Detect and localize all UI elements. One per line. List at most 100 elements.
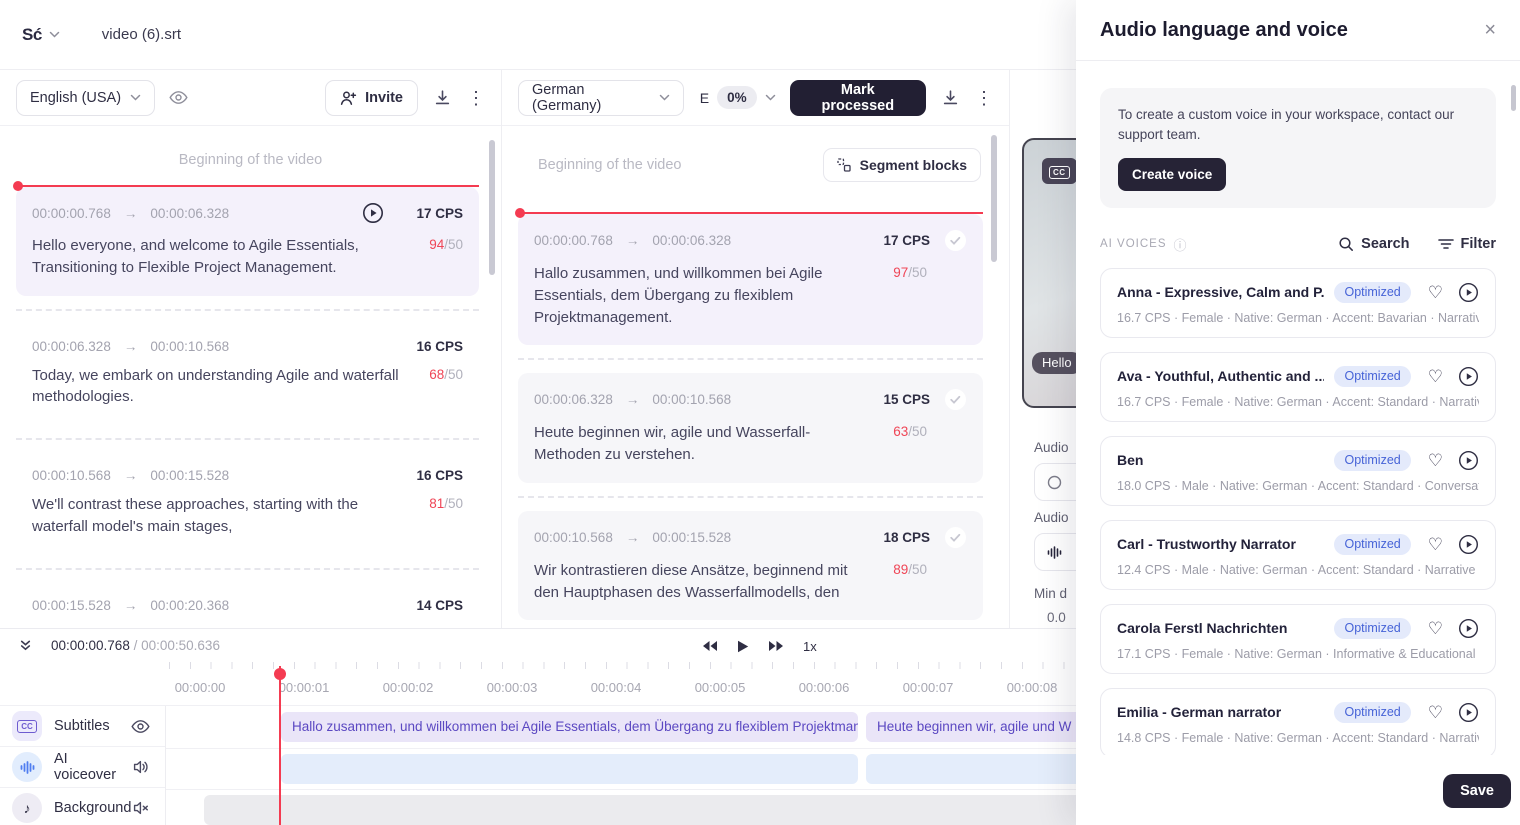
voice-name: Ben (1117, 452, 1144, 468)
play-preview-icon[interactable] (1458, 282, 1479, 303)
invite-label: Invite (365, 89, 403, 106)
voice-name: Carola Ferstl Nachrichten (1117, 620, 1288, 636)
play-segment-icon[interactable] (362, 202, 384, 224)
custom-voice-notice: To create a custom voice in your workspa… (1100, 88, 1496, 208)
segment-text[interactable]: Heute beginnen wir, agile und Wasserfall… (534, 424, 811, 463)
optimized-badge: Optimized (1334, 617, 1411, 639)
voice-card-carola[interactable]: Carola Ferstl Nachrichten Optimized ♡ 17… (1100, 603, 1496, 674)
app-logo: Sć (22, 24, 42, 44)
play-preview-icon[interactable] (1458, 618, 1479, 639)
total-time: 00:00:50.636 (141, 638, 220, 653)
filter-button[interactable]: Filter (1437, 236, 1496, 252)
optimized-badge: Optimized (1334, 449, 1411, 471)
eye-icon[interactable] (169, 90, 188, 105)
segment-text[interactable]: Hallo zusammen, und willkommen bei Agile… (534, 265, 823, 326)
save-button[interactable]: Save (1443, 774, 1511, 808)
app-menu[interactable]: Sć (22, 25, 60, 45)
arrow-right-icon: → (625, 529, 640, 545)
source-segment-4[interactable]: 00:00:15.528 → 00:00:20.368 14 CPS (16, 583, 479, 628)
source-scrollbar[interactable] (489, 140, 495, 275)
track-label: AI voiceover (54, 751, 117, 783)
heart-icon[interactable]: ♡ (1427, 450, 1443, 470)
play-preview-icon[interactable] (1458, 366, 1479, 387)
download-icon[interactable] (942, 89, 959, 106)
segment-text[interactable]: Hello everyone, and welcome to Agile Ess… (32, 237, 359, 276)
more-options-icon[interactable]: ⋮ (975, 87, 993, 108)
more-options-icon[interactable]: ⋮ (467, 87, 485, 108)
heart-icon[interactable]: ♡ (1427, 366, 1443, 386)
char-count: 97/50 (893, 265, 927, 280)
play-preview-icon[interactable] (1458, 702, 1479, 723)
speaker-on-icon[interactable] (133, 760, 150, 774)
segment-times: 00:00:00.768 → 00:00:06.328 (534, 233, 732, 248)
play-preview-icon[interactable] (1458, 450, 1479, 471)
chevron-down-icon (49, 31, 60, 38)
heart-icon[interactable]: ♡ (1427, 702, 1443, 722)
tick-label: 00:00:00 (174, 680, 226, 695)
rewind-icon[interactable] (702, 640, 718, 652)
voice-card-carl[interactable]: Carl - Trustworthy Narrator Optimized ♡ … (1100, 519, 1496, 590)
panel-scrollbar[interactable] (1511, 85, 1516, 111)
tick-label: 00:00:07 (902, 680, 954, 695)
play-icon[interactable] (737, 640, 749, 653)
panel-footer: Save (1076, 755, 1520, 825)
voice-card-ben[interactable]: Ben Optimized ♡ 18.0 CPS · Male · Native… (1100, 435, 1496, 506)
optimized-badge: Optimized (1334, 281, 1411, 303)
segment-divider (518, 358, 983, 361)
playback-speed[interactable]: 1x (803, 638, 817, 654)
heart-icon[interactable]: ♡ (1427, 282, 1443, 302)
check-circle-icon[interactable] (944, 526, 967, 549)
current-time: 00:00:00.768 (51, 638, 130, 653)
segment-divider (518, 495, 983, 498)
char-count: 89/50 (893, 561, 927, 577)
voice-card-ava[interactable]: Ava - Youthful, Authentic and ... Optimi… (1100, 351, 1496, 422)
voice-card-anna[interactable]: Anna - Expressive, Calm and P... Optimiz… (1100, 267, 1496, 338)
search-button[interactable]: Search (1338, 236, 1410, 252)
cps-value: 16 CPS (416, 468, 463, 483)
timeline-playhead[interactable] (274, 666, 286, 825)
download-icon[interactable] (434, 89, 451, 106)
invite-button[interactable]: Invite (325, 79, 418, 116)
segment-blocks-button[interactable]: Segment blocks (822, 148, 981, 182)
check-circle-icon[interactable] (944, 388, 967, 411)
beginning-label: Beginning of the video (538, 157, 682, 173)
source-segment-1[interactable]: 00:00:00.768 → 00:00:06.328 17 CPS Hello e… (13, 181, 479, 296)
source-segment-2[interactable]: 00:00:06.328 → 00:00:10.568 16 CPS Today, … (16, 324, 479, 426)
mark-processed-button[interactable]: Mark processed (789, 79, 926, 116)
voice-name: Anna - Expressive, Calm and P... (1117, 284, 1325, 300)
source-segment-3[interactable]: 00:00:10.568 → 00:00:15.528 16 CPS We'll c… (16, 453, 479, 555)
collapse-timeline-icon[interactable] (19, 639, 32, 652)
effort-dropdown[interactable]: E 0% (700, 86, 776, 109)
create-voice-button[interactable]: Create voice (1118, 157, 1227, 191)
char-count: 63/50 (893, 424, 927, 440)
char-count: 81/50 (429, 496, 463, 511)
target-segment-1[interactable]: 00:00:00.768 → 00:00:06.328 17 CPS Hallo z… (515, 208, 983, 346)
segment-blocks-icon (836, 158, 851, 172)
segment-times: 00:00:06.328 → 00:00:10.568 (32, 338, 230, 354)
fast-forward-icon[interactable] (768, 640, 784, 652)
eye-icon[interactable] (131, 719, 150, 734)
music-note-icon: ♪ (12, 793, 42, 823)
waveform-icon (12, 752, 42, 782)
heart-icon[interactable]: ♡ (1427, 534, 1443, 554)
target-segment-2[interactable]: 00:00:06.328 → 00:00:10.568 15 CPS Heute b… (518, 373, 983, 483)
tick-label: 00:00:03 (486, 680, 538, 695)
char-count: 94/50 (429, 237, 463, 252)
play-preview-icon[interactable] (1458, 534, 1479, 555)
voice-card-emilia[interactable]: Emilia - German narrator Optimized ♡ 14.… (1100, 687, 1496, 755)
segment-text[interactable]: Today, we embark on understanding Agile … (32, 366, 399, 406)
segment-text[interactable]: We'll contrast these approaches, startin… (32, 496, 359, 535)
source-language-select[interactable]: English (USA) (16, 79, 156, 116)
cps-value: 16 CPS (416, 338, 463, 354)
target-language-label: German (Germany) (532, 81, 602, 114)
segment-text[interactable]: Wir kontrastieren diese Ansätze, beginne… (534, 561, 848, 601)
target-segment-3[interactable]: 00:00:10.568 → 00:00:15.528 18 CPS Wir kon… (518, 510, 983, 621)
voiceover-clip-1[interactable] (281, 754, 858, 784)
check-circle-icon[interactable] (944, 229, 967, 252)
speaker-muted-icon[interactable] (133, 801, 150, 815)
close-icon[interactable]: × (1484, 19, 1496, 41)
subtitle-clip-1[interactable]: Hallo zusammen, und willkommen bei Agile… (281, 712, 858, 742)
heart-icon[interactable]: ♡ (1427, 618, 1443, 638)
target-scrollbar[interactable] (991, 135, 997, 262)
target-language-select[interactable]: German (Germany) (518, 79, 684, 116)
